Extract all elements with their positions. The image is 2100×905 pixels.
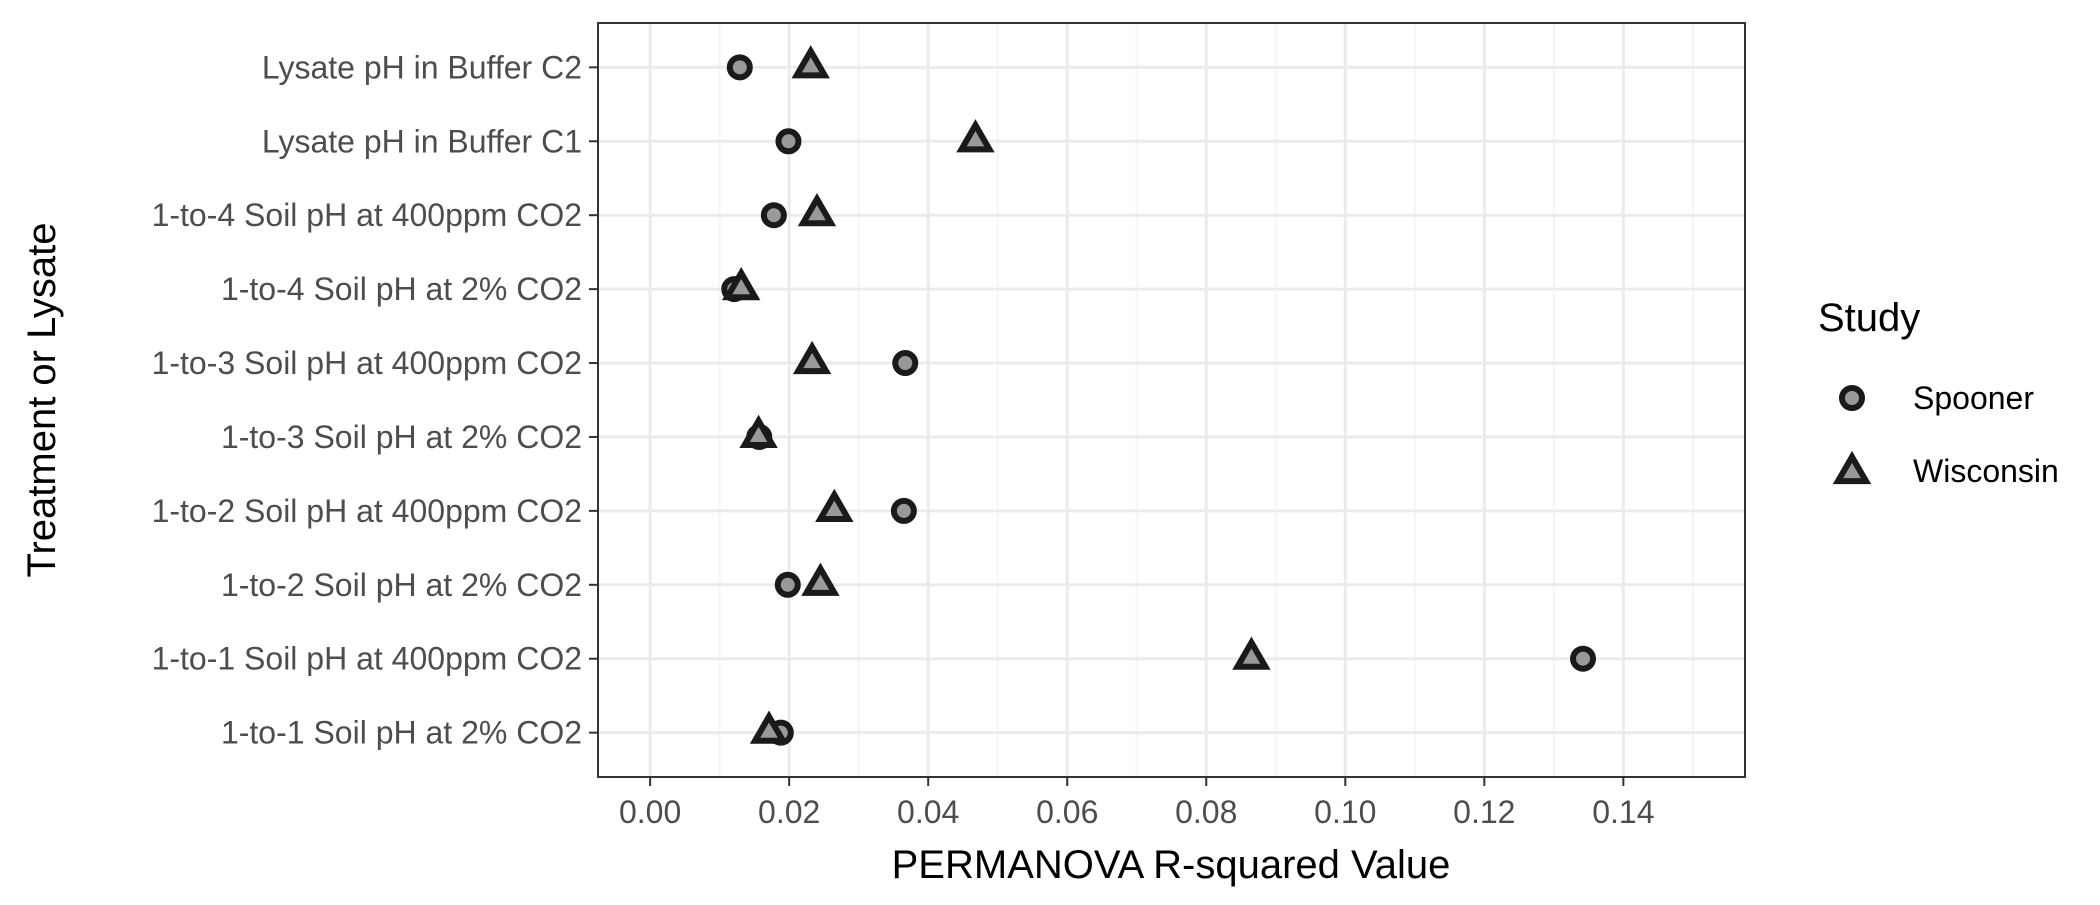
spooner-point <box>726 54 753 81</box>
legend-key-spooner <box>1839 385 1865 411</box>
wisconsin-point <box>797 193 837 227</box>
wisconsin-point <box>1232 636 1271 670</box>
spooner-point <box>760 202 787 229</box>
y-tick-label: 1-to-1 Soil pH at 2% CO2 <box>221 715 582 751</box>
y-tick-label: 1-to-1 Soil pH at 400ppm CO2 <box>152 641 582 677</box>
wisconsin-point <box>722 266 761 301</box>
legend-label-spooner: Spooner <box>1913 380 2034 416</box>
y-axis-title: Treatment or Lysate <box>20 223 64 578</box>
x-tick-label: 0.04 <box>897 794 959 830</box>
wisconsin-point <box>801 562 840 596</box>
y-tick-label: 1-to-4 Soil pH at 2% CO2 <box>221 271 582 307</box>
plot-panel-border <box>597 22 1746 778</box>
legend-items: Spooner Wisconsin <box>1832 380 2059 489</box>
y-tick-label: 1-to-2 Soil pH at 400ppm CO2 <box>152 493 582 529</box>
wisconsin-point <box>739 414 778 449</box>
spooner-point <box>890 497 917 524</box>
x-tick-label: 0.12 <box>1453 794 1515 830</box>
wisconsin-point <box>815 488 854 522</box>
y-tick-label: 1-to-2 Soil pH at 2% CO2 <box>221 567 582 603</box>
x-tick-label: 0.00 <box>619 794 681 830</box>
x-tick-label: 0.10 <box>1314 794 1376 830</box>
x-axis: 0.00 0.02 0.04 0.06 0.08 0.10 0.12 0.14 <box>619 777 1654 830</box>
data-points <box>721 45 1597 746</box>
wisconsin-point <box>791 45 830 79</box>
legend: Study Spooner Wisconsin <box>1818 296 2059 489</box>
y-tick-label: Lysate pH in Buffer C1 <box>262 123 582 159</box>
legend-title: Study <box>1818 296 1920 340</box>
spooner-point <box>774 571 801 598</box>
x-tick-label: 0.02 <box>758 794 820 830</box>
legend-key-wisconsin <box>1832 450 1872 485</box>
wisconsin-point <box>792 340 832 375</box>
x-tick-label: 0.14 <box>1592 794 1654 830</box>
x-axis-title: PERMANOVA R-squared Value <box>892 843 1451 887</box>
wisconsin-point <box>956 119 995 153</box>
x-tick-label: 0.06 <box>1036 794 1098 830</box>
legend-label-wisconsin: Wisconsin <box>1913 453 2059 489</box>
y-tick-label: 1-to-3 Soil pH at 400ppm CO2 <box>152 345 582 381</box>
x-tick-label: 0.08 <box>1175 794 1237 830</box>
spooner-point <box>775 128 802 155</box>
y-tick-label: Lysate pH in Buffer C2 <box>262 49 582 85</box>
y-tick-label: 1-to-3 Soil pH at 2% CO2 <box>221 419 582 455</box>
spooner-point <box>1570 645 1597 672</box>
y-axis: 1-to-1 Soil pH at 2% CO2 1-to-1 Soil pH a… <box>152 49 598 751</box>
wisconsin-point <box>749 710 789 744</box>
y-tick-label: 1-to-4 Soil pH at 400ppm CO2 <box>152 197 582 233</box>
spooner-point <box>892 350 919 377</box>
